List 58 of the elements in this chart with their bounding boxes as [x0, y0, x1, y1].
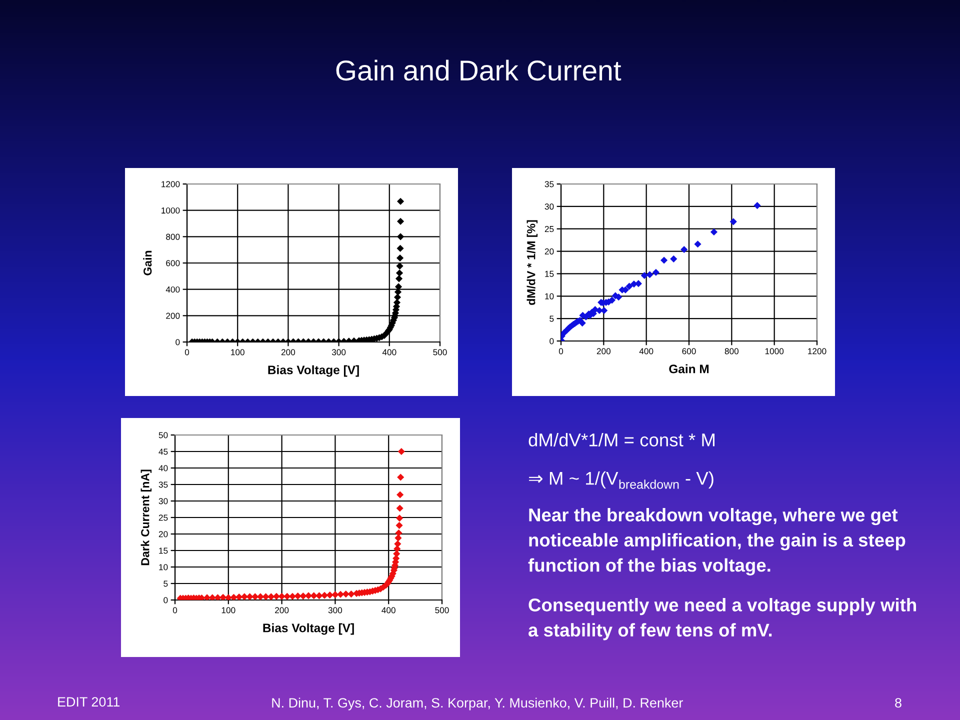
x-tick-label: 0	[184, 349, 190, 356]
y-tick-label: 400	[166, 286, 180, 293]
x-tick-label: 1000	[765, 348, 784, 354]
y-tick-label: 25	[158, 514, 168, 521]
y-tick-label: 15	[159, 548, 168, 554]
x-tick-label: 200	[275, 607, 289, 614]
y-tick-label: 15	[545, 270, 554, 277]
y-tick-label: 50	[158, 432, 168, 438]
x-tick-label: 400	[382, 607, 396, 614]
x-tick-label: 0	[558, 348, 564, 354]
y-tick-label: 25	[544, 226, 554, 232]
y-tick-label: 0	[550, 338, 554, 344]
x-tick-label: 800	[724, 348, 739, 354]
y-tick-label: 30	[158, 498, 168, 504]
y-axis-title: dM/dV * 1/M [%]	[526, 220, 538, 305]
y-tick-label: 45	[158, 448, 168, 455]
y-tick-label: 20	[158, 531, 168, 538]
y-tick-label: 1200	[162, 181, 180, 188]
y-tick-label: 1000	[162, 207, 180, 214]
text: dM/dV*1/M = const * M	[528, 433, 714, 446]
y-tick-label: 600	[166, 260, 180, 266]
x-tick-label: 400	[382, 349, 396, 356]
x-tick-label: 100	[231, 349, 244, 356]
x-tick-label: 100	[222, 607, 236, 614]
x-tick-label: 200	[596, 348, 611, 354]
x-tick-label: 1200	[808, 348, 826, 354]
y-tick-label: 10	[159, 564, 168, 570]
x-tick-label: 200	[281, 349, 296, 356]
x-axis-title: Gain M	[669, 364, 709, 374]
x-tick-label: 600	[682, 348, 696, 354]
y-tick-label: 0	[164, 597, 168, 604]
x-tick-label: 300	[328, 607, 342, 614]
y-tick-label: 40	[158, 465, 168, 472]
y-tick-label: 0	[176, 339, 180, 346]
y-tick-label: 35	[158, 482, 168, 488]
y-tick-label: 35	[544, 181, 554, 188]
y-tick-label: 5	[164, 580, 168, 587]
x-tick-label: 400	[639, 348, 654, 354]
text: ⇒ M ~ 1/(Vbreakdown - V)	[529, 471, 714, 489]
text: Near the breakdown voltage, where we get noticeable amplification, the gain is a steep function of the bias voltage.	[528, 508, 906, 576]
x-tick-label: 500	[433, 349, 447, 356]
x-tick-label: 500	[435, 607, 449, 614]
text: EDIT 2011	[58, 697, 120, 707]
y-tick-label: 10	[545, 293, 554, 300]
x-tick-label: 300	[332, 349, 346, 356]
y-tick-label: 200	[166, 312, 180, 319]
x-axis-title: Bias Voltage [V]	[263, 623, 354, 635]
y-axis-title: Gain	[143, 250, 152, 276]
text: Gain and Dark Current	[336, 60, 622, 81]
y-axis-title: Dark Current [nA]	[140, 470, 152, 566]
y-tick-label: 20	[544, 248, 554, 254]
y-tick-label: 30	[544, 204, 554, 210]
text: Consequently we need a voltage supply with a stability of few tens of mV.	[528, 598, 916, 640]
x-axis-title: Bias Voltage [V]	[268, 365, 359, 377]
text: N. Dinu, T. Gys, C. Joram, S. Korpar, Y. Musienko, V. Puill, D. Renker	[272, 698, 683, 710]
y-tick-label: 5	[550, 316, 554, 322]
text: 8	[895, 698, 902, 708]
y-tick-label: 800	[166, 234, 180, 240]
